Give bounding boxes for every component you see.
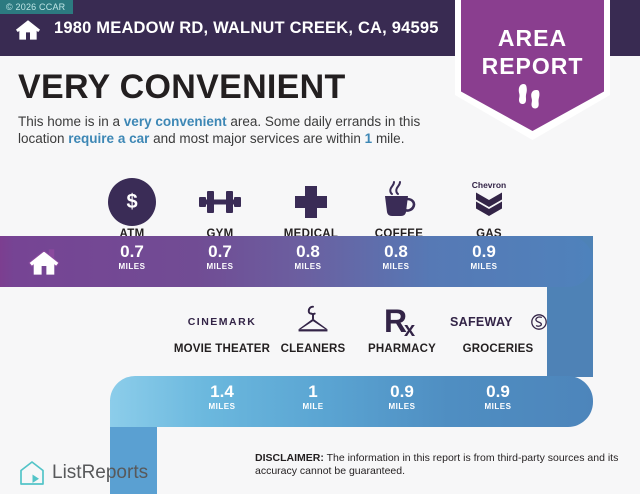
svg-text:x: x <box>404 319 415 339</box>
svg-text:CINEMARK: CINEMARK <box>188 316 257 328</box>
svg-text:AREA: AREA <box>498 25 567 51</box>
svg-text:Chevron: Chevron <box>472 180 506 190</box>
svg-text:$: $ <box>126 191 137 213</box>
svg-text:SAFEWAY: SAFEWAY <box>450 315 513 329</box>
svg-text:REPORT: REPORT <box>482 53 584 79</box>
